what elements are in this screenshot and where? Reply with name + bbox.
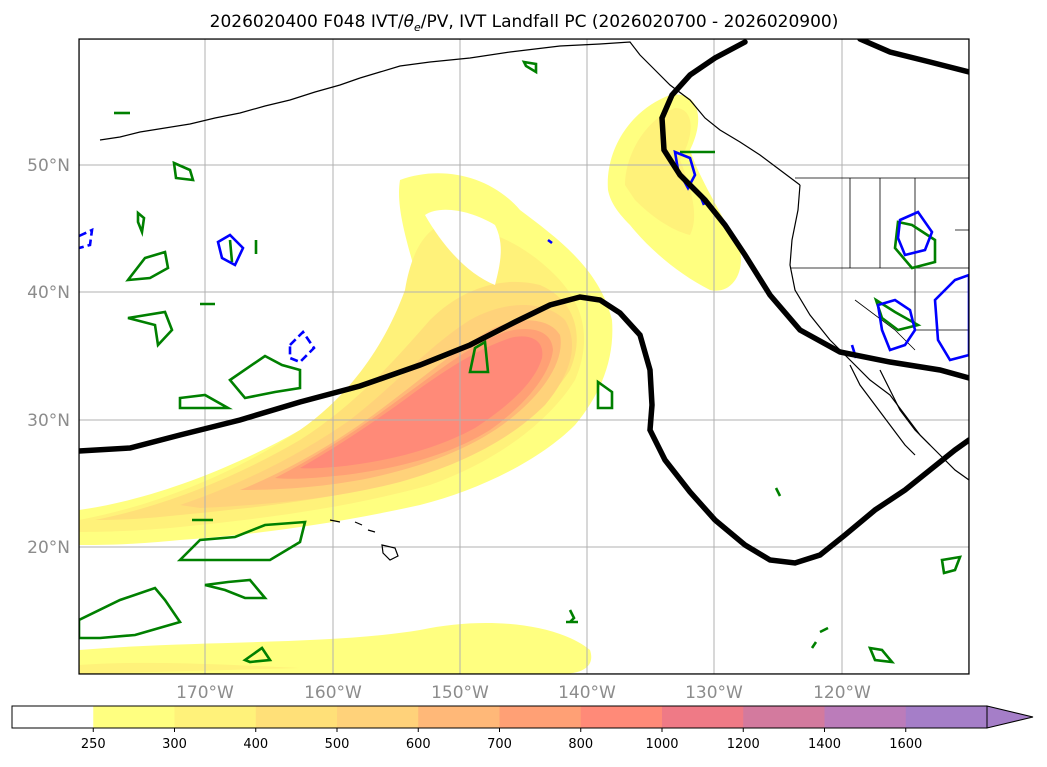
colorbar-swatch	[743, 706, 825, 728]
lon-label: 120°W	[813, 683, 871, 703]
hawaii-islands	[329, 519, 399, 561]
lon-labels: 170°W 160°W 150°W 140°W 130°W 120°W	[176, 683, 871, 703]
aleutian-islands	[99, 77, 361, 141]
colorbar-swatch	[12, 706, 94, 728]
map-panel	[79, 39, 969, 674]
colorbar-swatch	[418, 706, 500, 728]
coastlines	[99, 41, 969, 561]
lon-label: 150°W	[431, 683, 489, 703]
theta-e-ridge	[659, 39, 969, 381]
ivt-north-plume-300	[625, 108, 695, 235]
colorbar-tick-label: 1600	[889, 737, 922, 752]
colorbar-tick-label: 1400	[808, 737, 841, 752]
alaska-coast	[359, 41, 801, 186]
lon-label: 130°W	[685, 683, 743, 703]
colorbar-tick-label: 500	[325, 737, 350, 752]
colorbar-tick-label: 700	[487, 737, 512, 752]
colorbar-tick-label: 300	[162, 737, 187, 752]
colorbar-tick-label: 1200	[727, 737, 760, 752]
ivt-cutout	[425, 209, 501, 285]
colorbar-tick-label: 800	[568, 737, 593, 752]
colorbar-swatch	[255, 706, 338, 728]
colorbar-swatch	[337, 706, 419, 728]
ivt-south-band-250	[79, 622, 592, 674]
state-borders	[790, 177, 969, 351]
colorbar-swatch	[174, 706, 257, 728]
theta-e-north	[857, 39, 969, 75]
lat-label: 50°N	[27, 156, 70, 176]
colorbar-swatch	[905, 706, 988, 728]
pv-contours-green	[79, 60, 963, 664]
lat-label: 40°N	[27, 283, 70, 303]
lat-labels: 50°N 40°N 30°N 20°N	[27, 156, 70, 558]
lat-label: 20°N	[27, 538, 70, 558]
na-west-coast	[789, 184, 969, 481]
baja-peninsula	[849, 364, 931, 456]
colorbar-swatch	[93, 706, 175, 728]
lon-label: 140°W	[558, 683, 616, 703]
colorbar-tick-label: 400	[243, 737, 268, 752]
colorbar-swatch	[662, 706, 744, 728]
colorbar-tick-label: 600	[406, 737, 431, 752]
theta-e-contours	[79, 39, 969, 566]
gridlines	[79, 39, 969, 674]
colorbar-swatch	[824, 706, 907, 728]
lon-label: 170°W	[176, 683, 234, 703]
ivt-south-band-300	[79, 662, 300, 674]
colorbar-swatch	[580, 706, 663, 728]
lat-label: 30°N	[27, 411, 70, 431]
colorbar-tick-label: 250	[81, 737, 106, 752]
colorbar-tick-label: 1000	[645, 737, 678, 752]
figure-title: 2026020400 F048 IVT/θe/PV, IVT Landfall …	[210, 12, 839, 34]
colorbar-swatch	[499, 706, 582, 728]
colorbar-extend-arrow	[986, 705, 1034, 729]
theta-e-main	[79, 294, 969, 566]
ivt-band-800	[300, 336, 543, 469]
colorbar: 250 300 400 500 600 700 800 1000 1200 1400 1600	[11, 705, 1034, 752]
lon-label: 160°W	[304, 683, 362, 703]
